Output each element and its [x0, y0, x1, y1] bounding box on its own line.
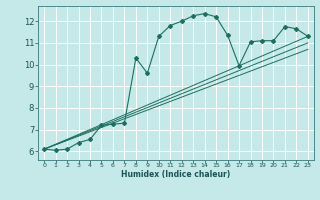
X-axis label: Humidex (Indice chaleur): Humidex (Indice chaleur): [121, 170, 231, 179]
